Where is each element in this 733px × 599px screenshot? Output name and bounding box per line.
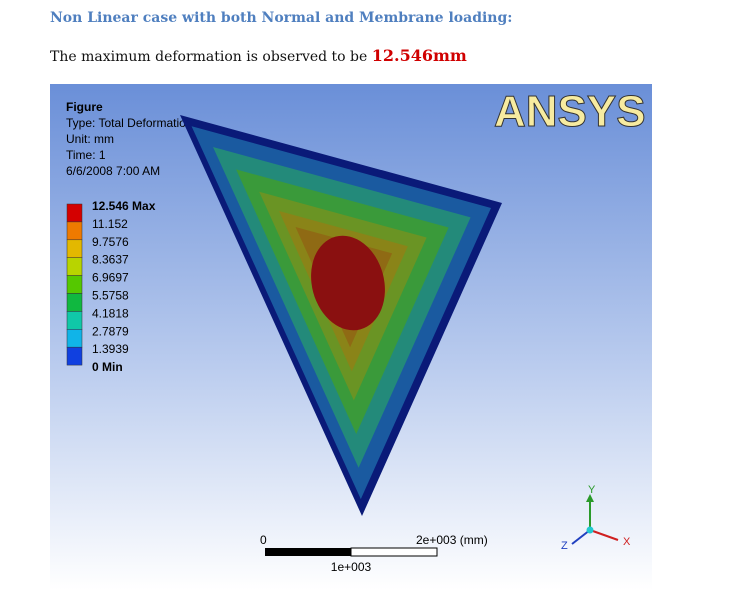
contour-plot (180, 115, 502, 516)
legend-label: 9.7576 (92, 235, 129, 249)
figure-info: Figure Type: Total Deformation Unit: mm Tim… (66, 100, 193, 178)
heading: Non Linear case with both Normal and Mem… (50, 10, 512, 26)
legend-swatch (66, 311, 83, 330)
x-axis-arrow (589, 529, 619, 541)
scale-bar-light (350, 547, 438, 557)
sentence: The maximum deformation is observed to b… (50, 46, 467, 65)
legend-label: 11.152 (92, 217, 128, 231)
legend-label: 8.3637 (92, 253, 129, 267)
y-arrowhead (586, 494, 594, 502)
scale-mid: 1e+003 (331, 560, 372, 574)
legend-swatch (66, 221, 83, 241)
sentence-text: The maximum deformation is observed to b… (50, 49, 372, 65)
contour-core (311, 235, 385, 331)
legend-swatch (66, 293, 83, 312)
z-axis-arrow (571, 529, 591, 545)
ansys-logo: ANSYS (494, 87, 646, 136)
triad-origin (586, 526, 594, 534)
z-axis-label: Z (561, 540, 568, 552)
legend: 12.546 Max 11.152 9.7576 8.3637 6.9697 5.5758… (66, 199, 156, 374)
info-line: 6/6/2008 7:00 AM (66, 164, 160, 178)
legend-label: 1.3939 (92, 342, 129, 356)
legend-label: 5.5758 (92, 289, 129, 303)
legend-label: 4.1818 (92, 306, 129, 320)
info-line: Type: Total Deformation (66, 116, 193, 130)
legend-label: 12.546 Max (92, 199, 156, 213)
y-axis-label: Y (588, 484, 596, 496)
scale-bar-dark (265, 548, 351, 556)
info-line: Time: 1 (66, 148, 106, 162)
scale-end: 2e+003 (mm) (416, 533, 488, 547)
max-value: 12.546mm (372, 46, 467, 65)
legend-swatch (66, 329, 83, 348)
axis-triad: Y X Z (561, 484, 631, 552)
legend-swatch (66, 239, 83, 258)
info-line: Unit: mm (66, 132, 114, 146)
legend-swatch (66, 257, 83, 276)
legend-label: 6.9697 (92, 271, 129, 285)
scale-start: 0 (260, 533, 267, 547)
legend-swatch (66, 346, 83, 366)
legend-label: 2.7879 (92, 324, 129, 338)
info-line: Figure (66, 100, 103, 114)
legend-swatch (66, 275, 83, 294)
legend-swatch (66, 203, 83, 223)
scale-bar: 0 2e+003 (mm) 1e+003 (260, 533, 488, 574)
x-axis-label: X (623, 536, 631, 548)
legend-label: 0 Min (92, 360, 123, 374)
